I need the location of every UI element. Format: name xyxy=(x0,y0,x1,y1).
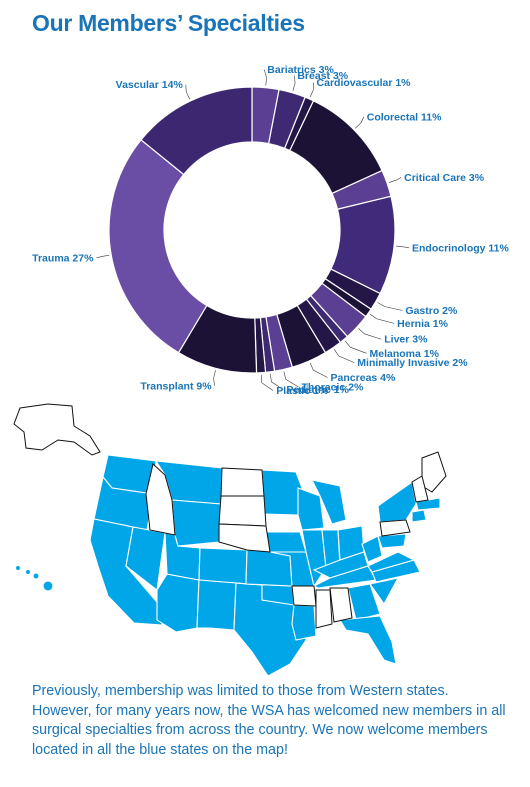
slice-label-1: Breast 3% xyxy=(297,70,348,82)
slice-label-16: Trauma 27% xyxy=(32,252,94,264)
chart-title: Our Members’ Specialties xyxy=(32,10,305,36)
pennsylvania xyxy=(379,519,411,537)
leader-line-5 xyxy=(396,245,410,249)
louisiana xyxy=(291,604,317,641)
leader-line-13 xyxy=(270,373,284,390)
membership-caption: Previously, membership was limited to th… xyxy=(32,683,506,758)
nebraska xyxy=(218,523,271,553)
us-states-map xyxy=(13,403,447,677)
slice-label-15: Transplant 9% xyxy=(140,380,212,392)
maine xyxy=(421,451,447,493)
slice-16 xyxy=(108,138,208,354)
michigan xyxy=(310,479,347,525)
leader-line-10 xyxy=(333,349,355,363)
south-dakota xyxy=(218,495,267,527)
slice-label-4: Critical Care 3% xyxy=(404,172,485,184)
leader-line-8 xyxy=(358,328,382,340)
slice-label-17: Vascular 14% xyxy=(116,79,184,91)
iowa xyxy=(265,531,307,553)
slice-label-7: Hernia 1% xyxy=(397,318,448,330)
north-dakota xyxy=(220,467,265,497)
leader-line-14 xyxy=(260,374,274,391)
slice-label-9: Melanoma 1% xyxy=(369,348,439,360)
arkansas xyxy=(291,585,317,607)
arizona xyxy=(156,573,200,633)
vermont-new-hampshire xyxy=(411,475,429,503)
leader-line-11 xyxy=(309,362,328,378)
wyoming xyxy=(171,499,222,547)
kentucky xyxy=(312,551,369,579)
new-mexico xyxy=(196,579,237,631)
slice-label-14: Plastic 1% xyxy=(276,385,329,397)
new-york xyxy=(377,481,417,523)
slice-label-8: Liver 3% xyxy=(384,334,428,346)
connecticut xyxy=(411,509,427,523)
leader-line-6 xyxy=(377,302,403,311)
idaho xyxy=(145,463,176,536)
slice-17 xyxy=(140,86,253,176)
slice-label-2: Cardiovascular 1% xyxy=(317,77,412,89)
specialties-donut-chart: Bariatrics 3%Breast 3%Cardiovascular 1% C… xyxy=(32,64,510,397)
leader-line-2 xyxy=(309,82,314,98)
florida xyxy=(339,615,397,665)
maryland xyxy=(377,533,407,549)
west-virginia xyxy=(361,535,383,563)
slice-label-10: Minimally Invasive 2% xyxy=(357,357,468,369)
leader-line-4 xyxy=(388,177,402,183)
slice-label-11: Pancreas 4% xyxy=(331,372,396,384)
south-carolina xyxy=(369,577,400,606)
leader-line-7 xyxy=(369,313,395,324)
alabama xyxy=(329,587,353,623)
leader-line-3 xyxy=(355,116,365,129)
virginia xyxy=(367,551,416,573)
leader-line-9 xyxy=(344,340,367,354)
hawaii xyxy=(14,564,54,592)
leader-line-15 xyxy=(213,370,216,386)
slice-label-12: Thoracic 2% xyxy=(301,382,364,394)
leader-line-17 xyxy=(185,84,190,100)
slice-label-3: Colorectal 11% xyxy=(367,112,442,124)
wisconsin xyxy=(297,487,325,531)
slice-label-13: Pediatric 1% xyxy=(286,384,349,396)
leader-line-1 xyxy=(292,75,296,91)
colorado xyxy=(198,547,248,585)
leader-line-0 xyxy=(264,69,267,86)
slice-label-0: Bariatrics 3% xyxy=(267,64,334,76)
leader-line-12 xyxy=(283,371,299,388)
minnesota xyxy=(261,469,303,516)
georgia xyxy=(347,583,381,621)
slice-label-6: Gastro 2% xyxy=(405,305,458,317)
slice-label-5: Endocrinology 11% xyxy=(412,242,510,254)
alaska xyxy=(13,403,101,456)
leader-line-16 xyxy=(96,254,110,259)
mississippi xyxy=(315,589,333,629)
